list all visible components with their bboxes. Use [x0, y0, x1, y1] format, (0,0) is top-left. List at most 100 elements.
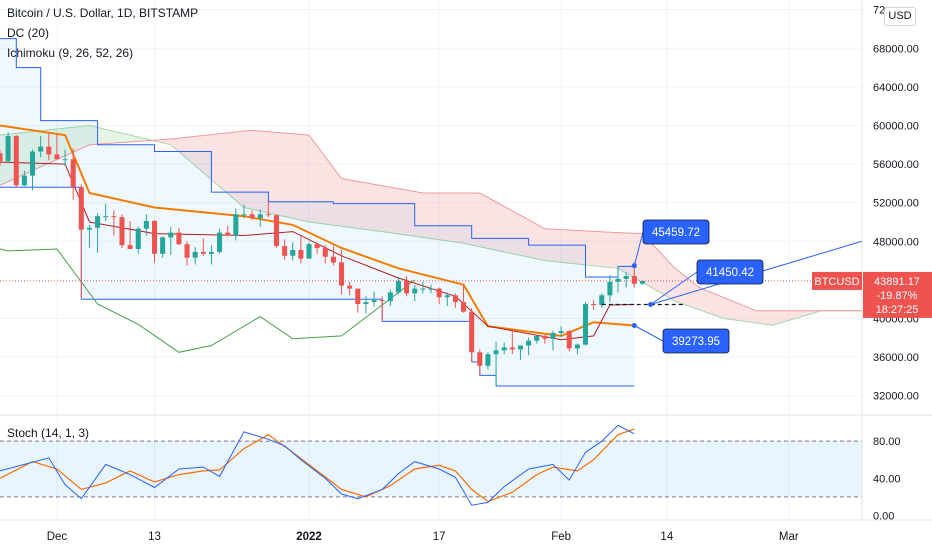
candle-2022-02-08: [615, 266, 621, 293]
symbol-tag-box: [812, 271, 862, 290]
candle-body: [30, 151, 36, 176]
callout-mid-anchor: [648, 301, 654, 307]
time-label-6: Mar: [779, 531, 799, 543]
candle-body: [428, 288, 434, 290]
candle-2021-12-10: [127, 221, 133, 249]
candle-body: [217, 232, 223, 252]
candle-body: [363, 302, 369, 305]
candle-body: [542, 335, 548, 339]
candle-body: [526, 340, 532, 346]
candle-2022-01-06: [347, 281, 353, 296]
candle-2021-12-07: [103, 203, 109, 222]
candle-body: [200, 251, 206, 254]
candle-body: [233, 214, 239, 236]
candle-body: [298, 249, 304, 259]
candle-body: [566, 331, 572, 349]
candle-body: [330, 256, 336, 263]
callout-high-connector: [633, 231, 644, 266]
stochastic-pane: [0, 414, 932, 506]
candle-body: [469, 311, 475, 353]
price-change-label: -19.87%: [877, 290, 918, 302]
candle-body: [225, 232, 231, 236]
candle-2022-01-02: [314, 242, 320, 254]
candle-2022-01-24: [493, 341, 499, 387]
candle-body: [265, 214, 271, 216]
cloud-segment-0: [0, 125, 155, 186]
candle-2022-02-06: [599, 293, 605, 308]
stoch-k-line: [0, 424, 635, 506]
candle-2022-01-01: [306, 242, 312, 259]
candle-2021-12-29: [282, 239, 288, 260]
candle-2022-01-12: [395, 276, 401, 295]
candle-body: [306, 244, 312, 259]
candle-body: [371, 300, 377, 303]
last-price-box: [863, 271, 932, 318]
candle-body: [550, 332, 556, 339]
candle-2021-11-29: [38, 136, 44, 158]
candle-2021-11-30: [46, 133, 52, 161]
candle-2021-11-25: [5, 132, 11, 164]
candle-2022-02-01: [558, 326, 564, 337]
candle-2022-01-09: [371, 291, 377, 307]
time-label-5: 14: [660, 531, 673, 543]
stoch-tick-2: 0.00: [873, 510, 894, 522]
cloud-segment-1: [154, 130, 822, 326]
stoch-d-line: [0, 428, 635, 503]
candle-body: [493, 350, 499, 355]
candle-body: [534, 335, 540, 341]
candle-2022-01-26: [509, 329, 515, 355]
candle-2022-01-07: [355, 288, 361, 313]
candle-body: [558, 331, 564, 333]
candle-2022-02-05: [591, 300, 597, 310]
dc-legend[interactable]: DC (20): [7, 26, 50, 40]
price-tick-4: 56000.00: [873, 159, 919, 171]
chart-title-legend[interactable]: Bitcoin / U.S. Dollar, 1D, BITSTAMP: [7, 6, 199, 20]
lagging-span: [0, 248, 416, 353]
candle-body: [501, 347, 507, 351]
stoch-legend[interactable]: Stoch (14, 1, 3): [7, 426, 90, 440]
candle-2022-01-25: [501, 342, 507, 355]
candle-2022-01-31: [550, 331, 556, 351]
candle-2022-01-03: [322, 245, 328, 264]
candles[interactable]: [0, 132, 645, 387]
candle-body: [379, 300, 385, 302]
candle-2021-12-02: [62, 149, 68, 166]
candle-body: [111, 216, 117, 218]
candle-2022-02-02: [566, 330, 572, 352]
candle-body: [119, 217, 125, 246]
drawing-tools[interactable]: 45459.72 41450.42 39273.95: [601, 219, 863, 354]
candle-body: [436, 288, 442, 298]
callout-mid-box: [696, 259, 764, 285]
currency-button[interactable]: USD: [884, 7, 916, 26]
time-label-0: Dec: [47, 531, 68, 543]
candle-body: [62, 159, 68, 161]
candle-body: [70, 159, 76, 188]
candle-body: [623, 276, 629, 279]
callout-low-box: [662, 328, 730, 354]
ichimoku-legend[interactable]: Ichimoku (9, 26, 52, 26): [7, 46, 134, 60]
candle-body: [599, 295, 605, 305]
candle-body: [21, 175, 27, 186]
candle-2021-12-04: [78, 184, 84, 300]
candle-body: [184, 244, 190, 258]
candle-body: [639, 280, 645, 284]
candle-2022-01-23: [485, 352, 491, 370]
candle-2021-12-09: [119, 214, 125, 249]
price-tick-6: 48000.00: [873, 236, 919, 248]
last-price-label: 43891.17: [874, 276, 920, 288]
callout-high-label: 45459.72: [652, 227, 700, 239]
candle-body: [477, 352, 483, 366]
candle-body: [192, 251, 198, 258]
callout-mid-connector: [650, 271, 698, 305]
candle-2021-12-23: [233, 208, 239, 241]
candle-2021-11-27: [21, 170, 27, 187]
price-tick-1: 68000.00: [873, 43, 919, 55]
candle-2022-01-27: [517, 345, 523, 360]
candle-2022-01-20: [461, 284, 467, 313]
callout-mid-label: 41450.42: [706, 267, 754, 279]
candle-2022-01-08: [363, 296, 369, 314]
candle-2021-12-15: [168, 226, 174, 255]
candle-2022-02-03: [574, 343, 580, 355]
candle-2021-12-14: [160, 236, 166, 258]
